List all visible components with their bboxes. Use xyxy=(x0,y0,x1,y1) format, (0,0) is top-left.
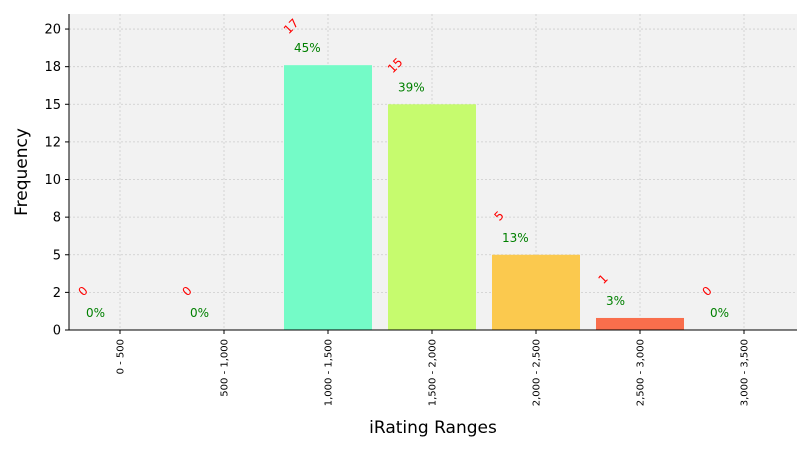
x-tick-label: 1,500 - 2,000 xyxy=(428,339,439,406)
x-tick-label: 0 - 500 xyxy=(116,339,127,374)
percent-label: 45% xyxy=(294,41,321,55)
percent-label: 0% xyxy=(86,306,105,320)
percent-label: 13% xyxy=(502,231,529,245)
x-tick-label: 500 - 1,000 xyxy=(220,339,231,397)
y-tick-label: 12 xyxy=(44,135,61,150)
bars xyxy=(284,65,684,331)
percent-label: 39% xyxy=(398,80,425,94)
percent-label: 0% xyxy=(710,306,729,320)
percent-label: 0% xyxy=(190,306,209,320)
bar-1-000-1-500 xyxy=(284,65,372,331)
bar-2-500-3-000 xyxy=(596,317,684,330)
x-axis-title: iRating Ranges xyxy=(369,418,497,438)
y-tick-label: 0 xyxy=(53,324,61,339)
y-tick-label: 8 xyxy=(53,211,61,226)
y-tick-label: 15 xyxy=(44,98,61,113)
y-tick-label: 10 xyxy=(44,173,61,188)
y-tick-label: 18 xyxy=(44,60,61,75)
y-axis-title: Frequency xyxy=(12,128,32,216)
y-tick-label: 20 xyxy=(44,23,61,38)
bar-1-500-2-000 xyxy=(388,104,476,331)
y-tick-label: 5 xyxy=(53,248,61,263)
x-tick-label: 2,500 - 3,000 xyxy=(636,339,647,406)
y-tick-label: 2 xyxy=(53,286,61,301)
x-tick-label: 3,000 - 3,500 xyxy=(740,339,751,406)
bar-2-000-2-500 xyxy=(492,254,580,330)
axes: 0 2 5 8 10 12 15 18 20 0 - 500 500 - 1,000 1,000 - … xyxy=(44,14,797,406)
x-tick-label: 2,000 - 2,500 xyxy=(532,339,543,406)
x-tick-label: 1,000 - 1,500 xyxy=(324,339,335,406)
percent-label: 3% xyxy=(606,294,625,308)
